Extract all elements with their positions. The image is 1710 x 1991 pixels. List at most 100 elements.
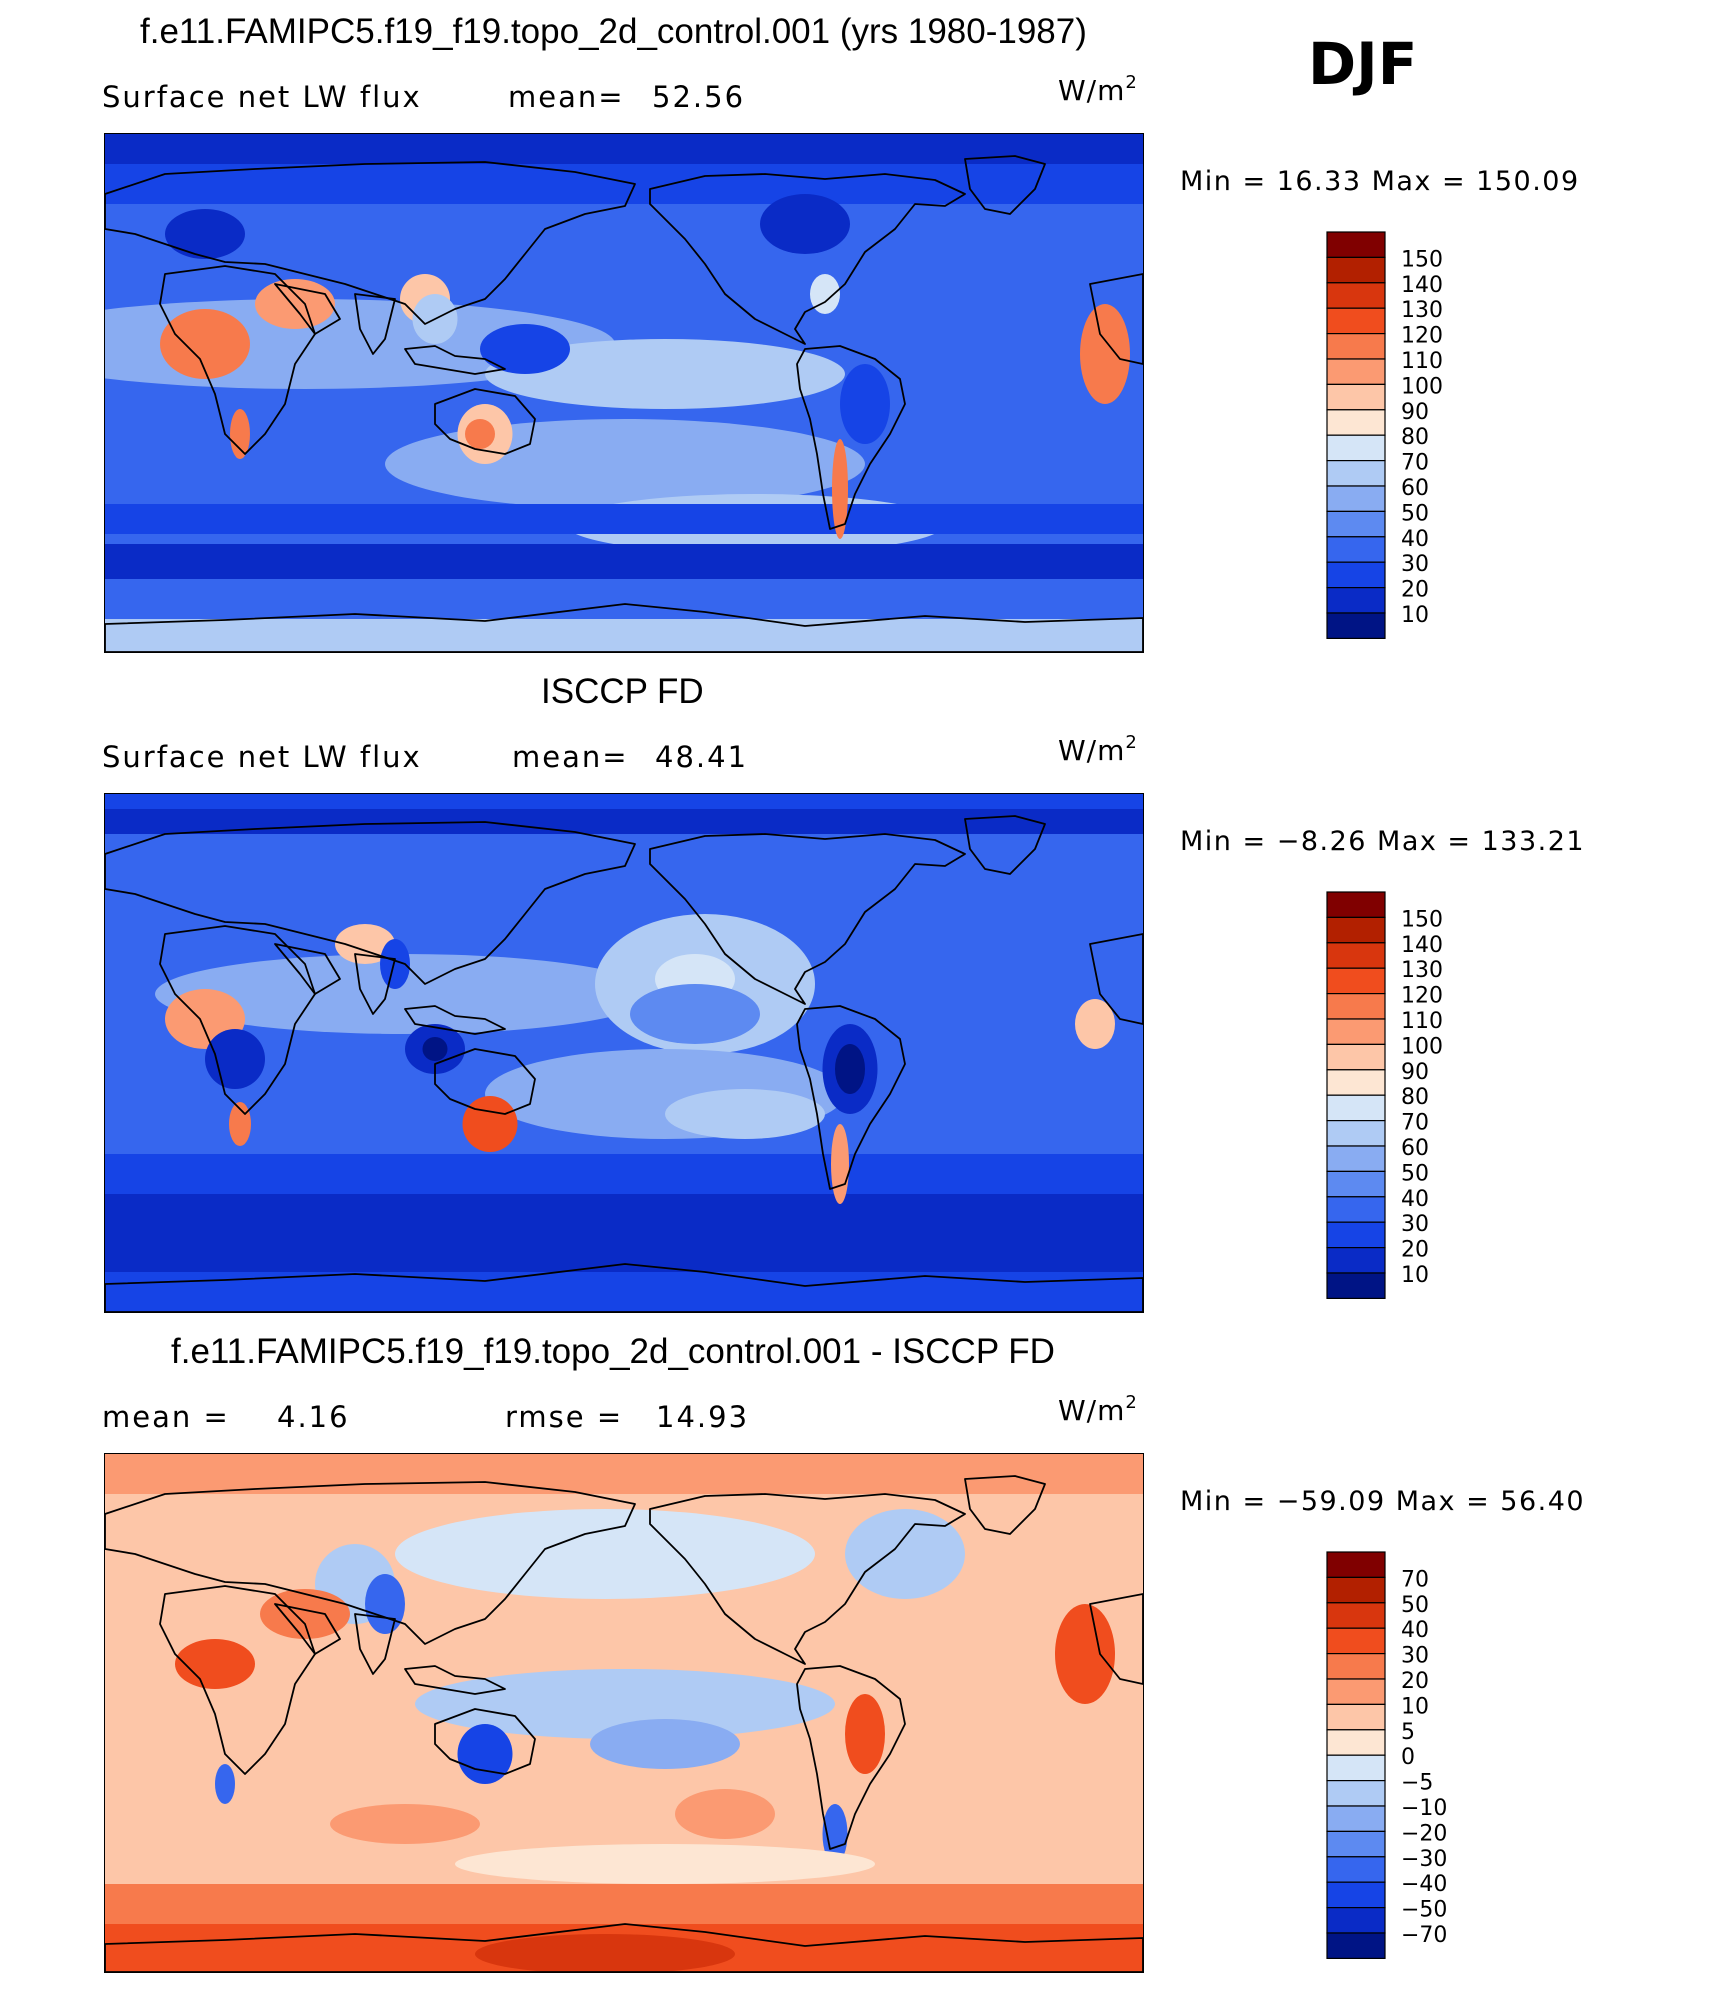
panel3-mean-label: mean = [102, 1400, 230, 1434]
panel2-mean-label: mean= [512, 740, 629, 774]
panel3-map [104, 1453, 1144, 1973]
coastline [105, 1263, 1143, 1312]
field-contour-region [380, 939, 410, 989]
colorbar-swatch [1326, 409, 1386, 436]
panel3-colorbar: 70 50 40 30 20 10 5 0 −5 −10 −20 −30 −40 −50 −70 [1000, 1551, 1447, 1977]
colorbar-tick-label: −5 [1401, 1771, 1433, 1796]
colorbar-tick-label: 90 [1401, 400, 1429, 425]
field-contour-region [105, 1194, 1143, 1274]
coastline [159, 925, 316, 1115]
coastline [159, 265, 316, 455]
panel2-colorbar: 150 140 130 120 110 100 90 80 70 60 50 40 30 20 10 [1000, 891, 1443, 1317]
coastline [105, 1481, 636, 1645]
colorbar-swatch [1326, 1043, 1386, 1071]
field-contour-region [455, 1844, 875, 1884]
field-contour-region [1055, 1604, 1115, 1704]
colorbar-tick-label: 120 [1401, 984, 1443, 1009]
colorbar-tick-label: −70 [1401, 1923, 1447, 1948]
colorbar-tick-label: 120 [1401, 324, 1443, 349]
colorbar-swatch [1326, 1703, 1386, 1731]
colorbar-swatch [1326, 1652, 1386, 1680]
coastline [649, 833, 966, 1005]
colorbar-tick-label: 50 [1401, 1161, 1429, 1186]
colorbar-swatch [1326, 1780, 1386, 1807]
coastline [105, 1923, 1143, 1972]
colorbar-swatch [1326, 1196, 1386, 1223]
colorbar-tick-label: −50 [1401, 1898, 1447, 1923]
field-contour-region [665, 1089, 825, 1139]
field-contour-region [462, 1096, 518, 1152]
colorbar-swatch [1326, 1881, 1386, 1909]
field-contour-region [330, 1804, 480, 1844]
colorbar-swatch [1326, 1805, 1386, 1832]
colorbar-tick-label: 40 [1401, 1618, 1429, 1643]
colorbar-swatch [1326, 332, 1386, 360]
colorbar-swatch [1326, 1551, 1386, 1578]
colorbar-tick-label: 20 [1401, 1669, 1429, 1694]
colorbar-tick-label: 140 [1401, 273, 1443, 298]
field-contour-region [840, 364, 890, 444]
colorbar-tick-label: 10 [1401, 603, 1429, 628]
coastline [105, 821, 636, 985]
panel2-minmax: Min = −8.26 Max = 133.21 [1180, 826, 1586, 857]
season-label: DJF [1308, 30, 1418, 98]
colorbar-tick-label: 40 [1401, 1187, 1429, 1212]
colorbar-swatch [1326, 510, 1386, 538]
colorbar-tick-label: 40 [1401, 527, 1429, 552]
panel1-mean-label: mean= [508, 80, 625, 114]
colorbar-tick-label: 30 [1401, 1644, 1429, 1669]
field-contour-region [105, 504, 1143, 534]
coastline [964, 155, 1046, 215]
field-contour-region [835, 1044, 865, 1094]
colorbar-swatch [1326, 891, 1386, 918]
field-contour-region [457, 1724, 513, 1784]
colorbar-tick-label: 150 [1401, 907, 1443, 932]
field-contour-region [1075, 999, 1115, 1049]
colorbar-swatch [1326, 1170, 1386, 1198]
colorbar-swatch [1326, 1018, 1386, 1045]
field-contour-region [105, 579, 1143, 619]
colorbar-tick-label: 100 [1401, 1034, 1443, 1059]
colorbar-swatch [1326, 282, 1386, 309]
panel3-rmse-value: 14.93 [656, 1400, 750, 1434]
panel3-mean-value: 4.16 [277, 1400, 350, 1434]
panel1-minmax: Min = 16.33 Max = 150.09 [1180, 166, 1580, 197]
coastline [159, 1585, 316, 1775]
colorbar-swatch [1326, 1576, 1386, 1604]
colorbar-tick-label: 130 [1401, 298, 1443, 323]
panel1-map [104, 133, 1144, 653]
colorbar-tick-label: −10 [1401, 1796, 1447, 1821]
colorbar-swatch [1326, 485, 1386, 512]
colorbar-swatch [1326, 434, 1386, 462]
coastline [434, 1708, 536, 1775]
colorbar-swatch [1326, 1729, 1386, 1756]
colorbar-swatch [1326, 587, 1386, 614]
colorbar-swatch [1326, 1627, 1386, 1655]
colorbar-swatch [1326, 307, 1386, 335]
panel3-minmax: Min = −59.09 Max = 56.40 [1180, 1486, 1586, 1517]
coastline [434, 388, 536, 455]
colorbar-swatch [1326, 1069, 1386, 1096]
field-contour-region [335, 924, 395, 964]
panel2-map [104, 793, 1144, 1313]
coastline [354, 1613, 396, 1675]
colorbar-swatch [1326, 1094, 1386, 1122]
field-contour-region [1080, 304, 1130, 404]
colorbar-swatch [1326, 383, 1386, 411]
colorbar-tick-label: 5 [1401, 1720, 1415, 1745]
field-contour-region [105, 1154, 1143, 1194]
colorbar-swatch [1326, 1145, 1386, 1172]
colorbar-tick-label: 10 [1401, 1694, 1429, 1719]
field-contour-region [485, 339, 845, 409]
panel1-units: W/m2 [1058, 72, 1138, 107]
coastline [1089, 933, 1143, 1025]
colorbar-swatch [1326, 1272, 1386, 1299]
colorbar-swatch [1326, 1247, 1386, 1274]
panel1-title: f.e11.FAMIPC5.f19_f19.topo_2d_control.00… [140, 12, 1087, 51]
field-contour-region [422, 1037, 448, 1061]
panel1-variable-label: Surface net LW flux [102, 80, 422, 114]
field-contour-region [475, 1934, 735, 1972]
colorbar-swatch [1326, 1221, 1386, 1249]
field-contour-region [105, 134, 1143, 164]
field-contour-region [480, 324, 570, 374]
